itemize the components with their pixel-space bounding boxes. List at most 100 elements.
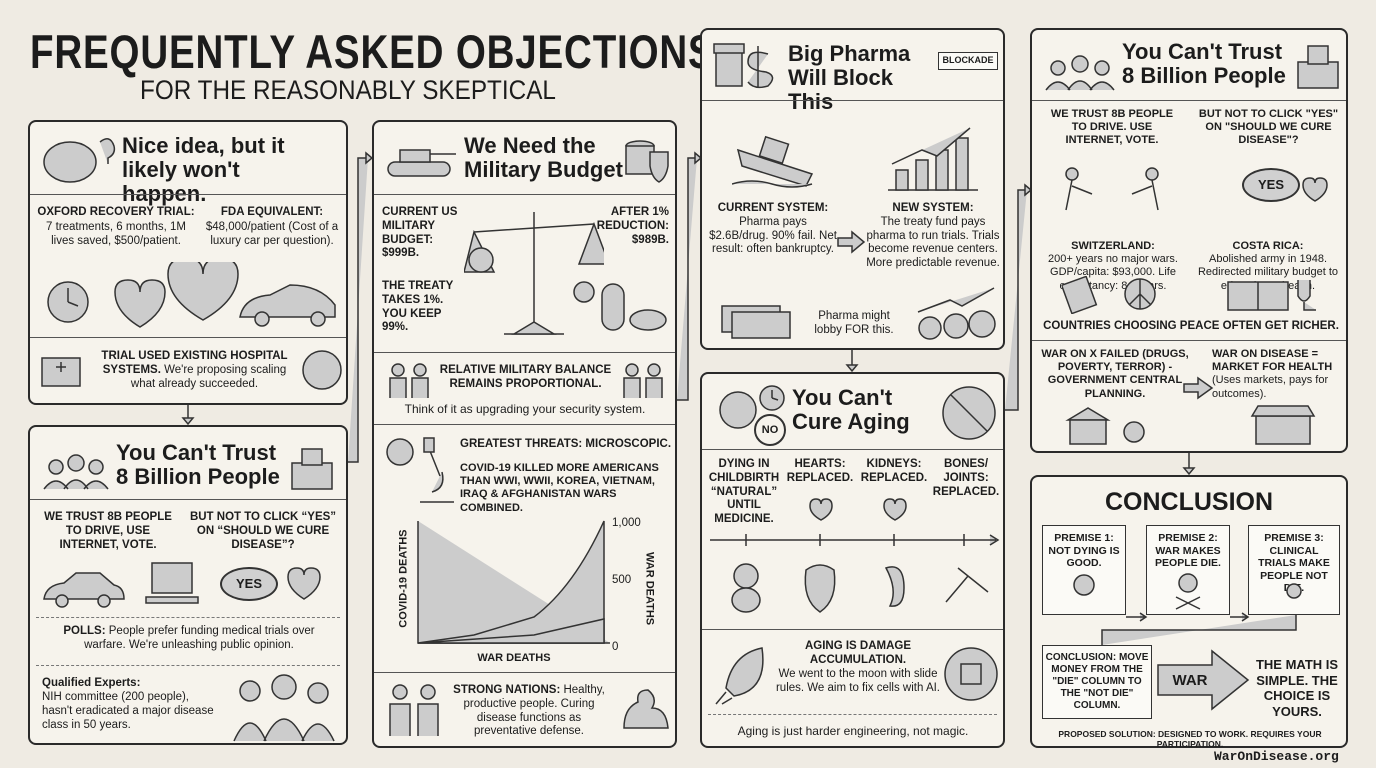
hospital-icon — [41, 357, 81, 387]
panel-title: You Can't Trust 8 Billion People — [1122, 39, 1286, 89]
not-trust-text: BUT NOT TO CLICK “YES” ON “SHOULD WE CUR… — [189, 511, 337, 551]
y2-tick-label: 1,000 — [612, 517, 641, 529]
aging-footer: Aging is just harder engineering, not ma… — [737, 724, 969, 738]
globe-icon — [302, 350, 342, 390]
after-budget: AFTER 1% REDUCTION: $989B. — [596, 206, 669, 246]
muscle-icon — [623, 689, 669, 729]
elder-clock-icon — [719, 385, 785, 429]
threats-text: GREATEST THREATS: MICROSCOPIC. — [460, 438, 672, 450]
y2-tick-label: 0 — [612, 641, 619, 653]
war-arrow-label: WAR — [1172, 672, 1208, 689]
icons-row — [47, 262, 336, 328]
yes-button: YES — [1242, 168, 1300, 202]
tank-icon — [387, 149, 456, 177]
strong-body: Healthy, productive people. Curing disea… — [463, 684, 605, 738]
panel-title: Big Pharma Will Block This — [788, 41, 911, 115]
soldiers-icon — [389, 363, 429, 398]
current-budget: CURRENT US MILITARY BUDGET: $999B. — [382, 206, 458, 260]
no-pills-icon — [942, 386, 996, 440]
war-on-disease-body: (Uses markets, pays for outcomes). — [1212, 374, 1329, 400]
polls-heading: POLLS: — [63, 625, 106, 637]
hospital-note: TRIAL USED EXISTING HOSPITAL SYSTEMS. We… — [92, 350, 297, 391]
think-text: Think of it as upgrading your security s… — [404, 402, 646, 416]
crowd-icon — [43, 454, 109, 490]
y2-tick-label: 500 — [612, 574, 632, 586]
premise-box: PREMISE 1: NOT DYING IS GOOD. — [1042, 525, 1126, 615]
growth-chart-icon — [888, 127, 978, 191]
treaty-text: THE TREATY TAKES 1%. YOU KEEP 99%. — [382, 280, 454, 334]
y-axis-label: COVID-19 DEATHS — [397, 529, 410, 628]
aging-column: BONES/ JOINTS: REPLACED. — [932, 458, 1000, 498]
panel-nice-idea: Nice idea, but it likely won't happen. O… — [28, 120, 348, 405]
pill-bottle-icon — [713, 43, 774, 89]
deaths-chart — [417, 520, 610, 644]
crowd-icon — [1045, 55, 1115, 91]
damage-text: AGING IS DAMAGE ACCUMULATION. — [804, 640, 912, 666]
panel-title: We Need the Military Budget — [464, 133, 623, 183]
panel-title: Nice idea, but it likely won't happen. — [122, 133, 285, 207]
panel-pharma: Big Pharma Will Block This BLOCKADE CURR… — [700, 28, 1005, 350]
timeline-icons — [710, 498, 1000, 613]
doctors-icon — [233, 674, 335, 742]
people-icon — [389, 684, 439, 736]
covid-text: COVID-19 KILLED MORE AMERICANS THAN WWI,… — [460, 462, 659, 514]
virus-microscope-icon — [386, 437, 454, 503]
brain-icon — [43, 138, 116, 183]
money-bags-icon — [917, 287, 996, 340]
trust-text: WE TRUST 8B PEOPLE TO DRIVE, USE INTERNE… — [44, 511, 172, 551]
costa-rica-heading: COSTA RICA: — [1232, 240, 1304, 252]
aging-column: HEARTS: REPLACED. — [786, 458, 854, 484]
aging-column: KIDNEYS: REPLACED. — [860, 458, 928, 484]
fda-heading: FDA EQUIVALENT: — [220, 206, 324, 218]
new-system: NEW SYSTEM: The treaty fund pays pharma t… — [864, 202, 1002, 271]
x-axis-label: WAR DEATHS — [477, 652, 551, 664]
panel-aging: NO You Can't Cure Aging DYING IN CHILDBI… — [700, 372, 1005, 748]
not-trust-text: BUT NOT TO CLICK "YES" ON "SHOULD WE CUR… — [1198, 108, 1339, 147]
panel-trust-right: You Can't Trust 8 Billion People WE TRUS… — [1030, 28, 1348, 453]
pills-icon — [601, 283, 667, 331]
page-title: FREQUENTLY ASKED OBJECTIONS — [30, 25, 715, 78]
rocket-icon — [715, 647, 764, 705]
y2-axis-label: WAR DEATHS — [643, 552, 656, 626]
panel-title: CONCLUSION — [1104, 488, 1274, 516]
panel-trust-left: You Can't Trust 8 Billion People WE TRUS… — [28, 425, 348, 745]
experts-text: NIH committee (200 people), hasn't eradi… — [42, 691, 214, 731]
peace-icons — [1062, 276, 1316, 314]
premise-box: PREMISE 2: WAR MAKES PEOPLE DIE. — [1146, 525, 1230, 615]
balance-text: RELATIVE MILITARY BALANCE REMAINS PROPOR… — [439, 364, 612, 390]
premise-text: PREMISE 2: WAR MAKES PEOPLE DIE. — [1155, 532, 1221, 570]
strong-heading: STRONG NATIONS: — [453, 684, 561, 696]
current-body: Pharma pays $2.6B/drug. 90% fail. Net re… — [709, 215, 837, 256]
war-on-disease-heading: WAR ON DISEASE = MARKET FOR HEALTH — [1212, 348, 1333, 374]
conclusion-text: CONCLUSION: MOVE MONEY FROM THE "DIE" CO… — [1045, 652, 1149, 711]
trial-heading: OXFORD RECOVERY TRIAL: — [37, 206, 195, 218]
arrow-icon — [1183, 376, 1214, 400]
scale-icon — [464, 212, 604, 335]
note-heading: TRIAL USED EXISTING HOSPITAL SYSTEMS. — [101, 350, 288, 376]
coins-shield-icon — [625, 140, 669, 183]
trial-text: 7 treatments, 6 months, 1M lives saved, … — [46, 221, 186, 247]
soldiers-icon — [623, 363, 663, 398]
blockade-sign: BLOCKADE — [938, 52, 998, 70]
war-arrow — [1157, 649, 1250, 711]
conclusion-footer: PROPOSED SOLUTION: DESIGNED TO WORK. REQ… — [1058, 729, 1322, 750]
war-on-disease-text: WAR ON DISEASE = MARKET FOR HEALTH (Uses … — [1212, 348, 1344, 401]
page-subtitle: FOR THE REASONABLY SKEPTICAL — [140, 75, 556, 105]
arrow-icon — [837, 230, 866, 254]
panel-military: We Need the Military Budget CURRENT US M… — [372, 120, 677, 748]
new-body: The treaty fund pays pharma to run trial… — [866, 215, 1000, 270]
premise-icons — [1073, 573, 1302, 645]
ballot-icon — [291, 448, 333, 490]
market-icons — [1065, 405, 1316, 445]
polls-text: POLLS: People prefer funding medical tri… — [44, 625, 334, 653]
strong-text: STRONG NATIONS: Healthy, productive peop… — [444, 684, 614, 739]
panel-title: You Can't Trust 8 Billion People — [116, 440, 280, 490]
ballot-icon — [1297, 45, 1339, 89]
cell-chip-icon — [944, 647, 998, 701]
conclusion-box: CONCLUSION: MOVE MONEY FROM THE "DIE" CO… — [1042, 645, 1152, 719]
polls-body: People prefer funding medical trials ove… — [84, 625, 315, 651]
sinking-ship-icon — [732, 135, 814, 188]
lobby-text: Pharma might lobby FOR this. — [814, 310, 894, 336]
